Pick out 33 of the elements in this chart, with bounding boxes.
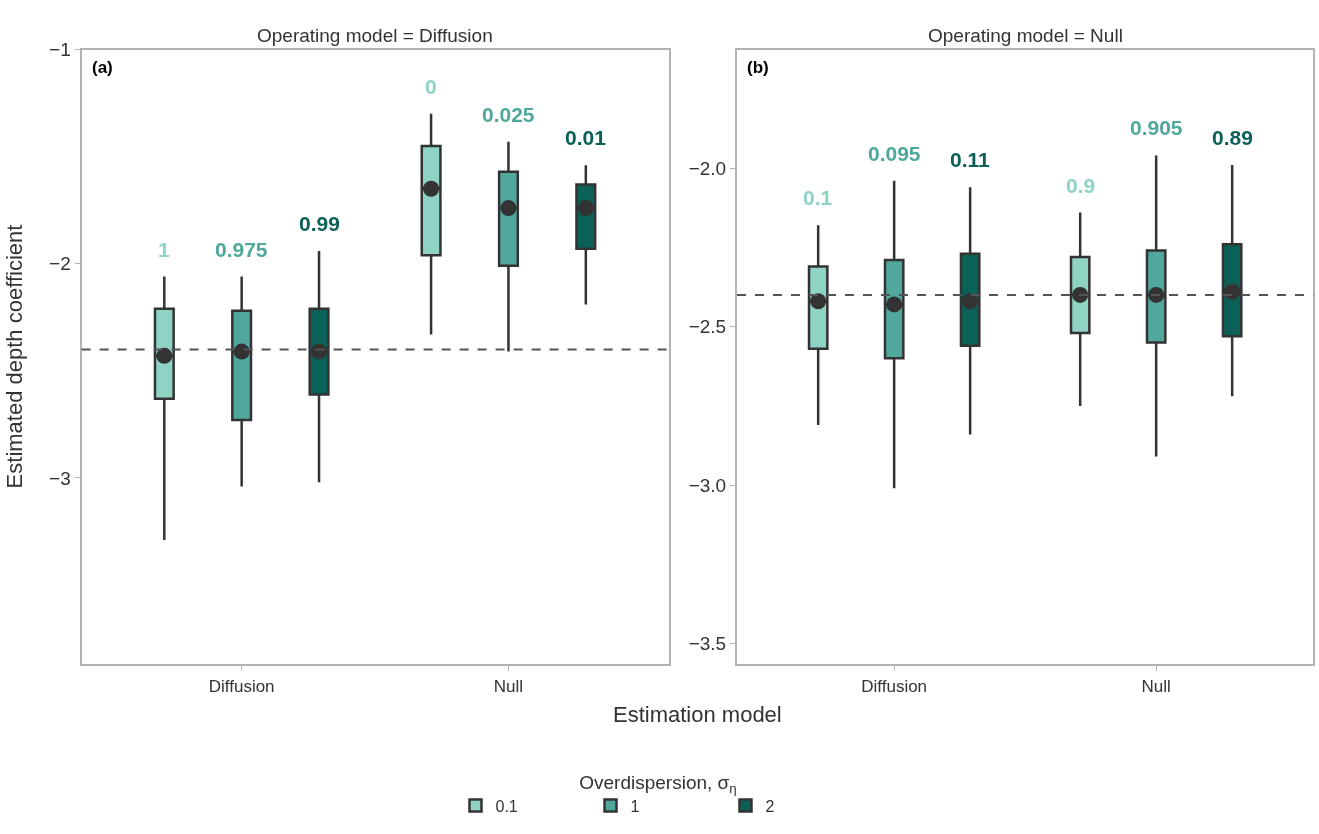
chart-title: Operating model = Diffusion [257,25,493,46]
x-tick-label: Null [493,676,524,696]
legend-label: 2 [765,797,775,815]
text: 1 [158,238,170,261]
text: 0.89 [1212,126,1253,149]
text: 0.975 [215,238,268,261]
text: 0.01 [565,126,606,149]
text: 0.9 [1066,174,1096,197]
chart-title: Operating model = Null [928,25,1123,46]
text: 0.905 [1130,116,1183,139]
legend-title: Overdispersion, σ$_{η}$ [579,771,737,796]
x-tick-label: Diffusion [861,676,928,696]
y-axis-title: Estimated depth coefficient [1,224,27,489]
text: 0.99 [299,212,340,235]
x-tick-label: Null [1141,676,1171,696]
y-tick-label: −3 [49,467,71,489]
annotation: (a) [92,58,113,77]
x-tick-label: Diffusion [208,676,275,696]
y-tick-label: −2.5 [688,316,727,338]
annotation: (b) [747,58,769,77]
text: 0.11 [950,148,990,171]
text: 0.1 [803,186,833,209]
y-tick-label: −2.0 [688,157,727,179]
y-tick-label: −2 [49,253,71,275]
legend-label: 1 [630,797,640,815]
text: 0 [425,75,437,98]
y-tick-label: −3.5 [688,633,727,655]
text: 0.095 [868,142,921,165]
text: 0.025 [482,103,535,126]
y-tick-label: −1 [49,39,71,61]
x-axis-title: Estimation model [613,702,782,727]
y-tick-label: −3.0 [688,474,727,496]
legend-label: 0.1 [495,797,518,815]
